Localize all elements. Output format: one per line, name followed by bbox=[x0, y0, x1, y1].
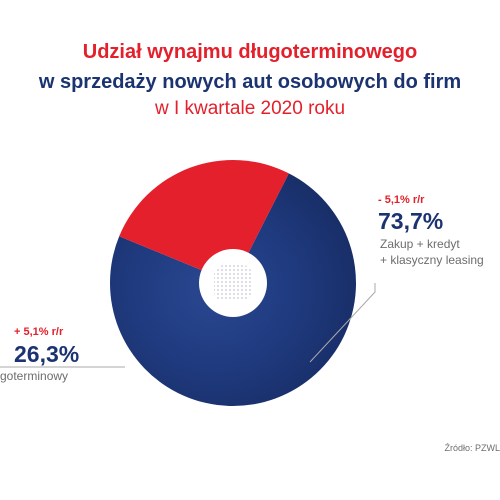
description-navy-line-1: Zakup + kredyt bbox=[380, 237, 460, 251]
chart-subtitle-line-1: w sprzedaży nowych aut osobowych do firm bbox=[38, 71, 462, 93]
description-navy-line-2: + klasyczny leasing bbox=[380, 253, 484, 267]
center-dot-pattern bbox=[214, 265, 252, 301]
chart-subtitle-line-2: w I kwartale 2020 roku bbox=[154, 98, 346, 119]
chart-title: Udział wynajmu długoterminowego bbox=[82, 41, 418, 63]
leader-line-navy bbox=[309, 283, 376, 363]
change-label-red: + 5,1% r/r bbox=[14, 326, 64, 338]
change-label-navy: - 5,1% r/r bbox=[378, 194, 425, 206]
source-note: Źródło: PZWL bbox=[444, 443, 500, 453]
description-red: goterminowy bbox=[0, 369, 69, 383]
data-label-red: 26,3% bbox=[14, 341, 80, 367]
data-label-navy: 73,7% bbox=[378, 208, 444, 234]
